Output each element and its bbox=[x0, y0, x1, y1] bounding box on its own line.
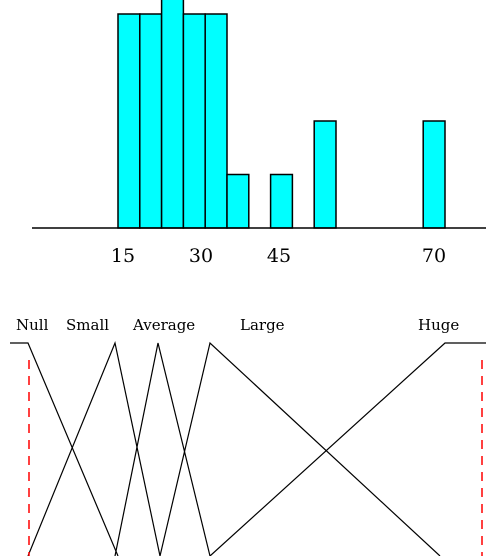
tick-label-15: 15 bbox=[111, 245, 135, 267]
histogram-bar bbox=[139, 13, 163, 229]
membership-null bbox=[10, 342, 119, 556]
histogram-bar bbox=[226, 173, 250, 229]
membership-functions bbox=[10, 340, 486, 556]
histogram-bar bbox=[313, 120, 337, 229]
tick-label-45: 45 bbox=[267, 245, 291, 267]
term-null: Null bbox=[16, 316, 49, 334]
histogram-bar bbox=[269, 173, 294, 229]
tick-label-30: 30 bbox=[189, 245, 213, 267]
term-huge: Huge bbox=[418, 316, 459, 334]
membership-huge bbox=[209, 342, 486, 556]
histogram-bar bbox=[204, 13, 228, 229]
histogram-bar bbox=[422, 120, 446, 229]
histogram-bar bbox=[160, 0, 185, 229]
histogram-bar bbox=[117, 13, 141, 229]
term-small: Small bbox=[66, 316, 109, 334]
term-large: Large bbox=[240, 316, 285, 334]
linguistic-term-labels: Null Small Average Large Huge bbox=[16, 316, 459, 334]
tick-label-70: 70 bbox=[422, 245, 446, 267]
membership-small bbox=[27, 340, 161, 556]
membership-average bbox=[114, 342, 211, 556]
histogram-tick-labels: 15 30 45 70 bbox=[111, 245, 446, 267]
histogram-bar bbox=[182, 13, 206, 229]
histogram bbox=[32, 0, 486, 229]
membership-large bbox=[159, 341, 441, 556]
term-average: Average bbox=[132, 316, 195, 334]
